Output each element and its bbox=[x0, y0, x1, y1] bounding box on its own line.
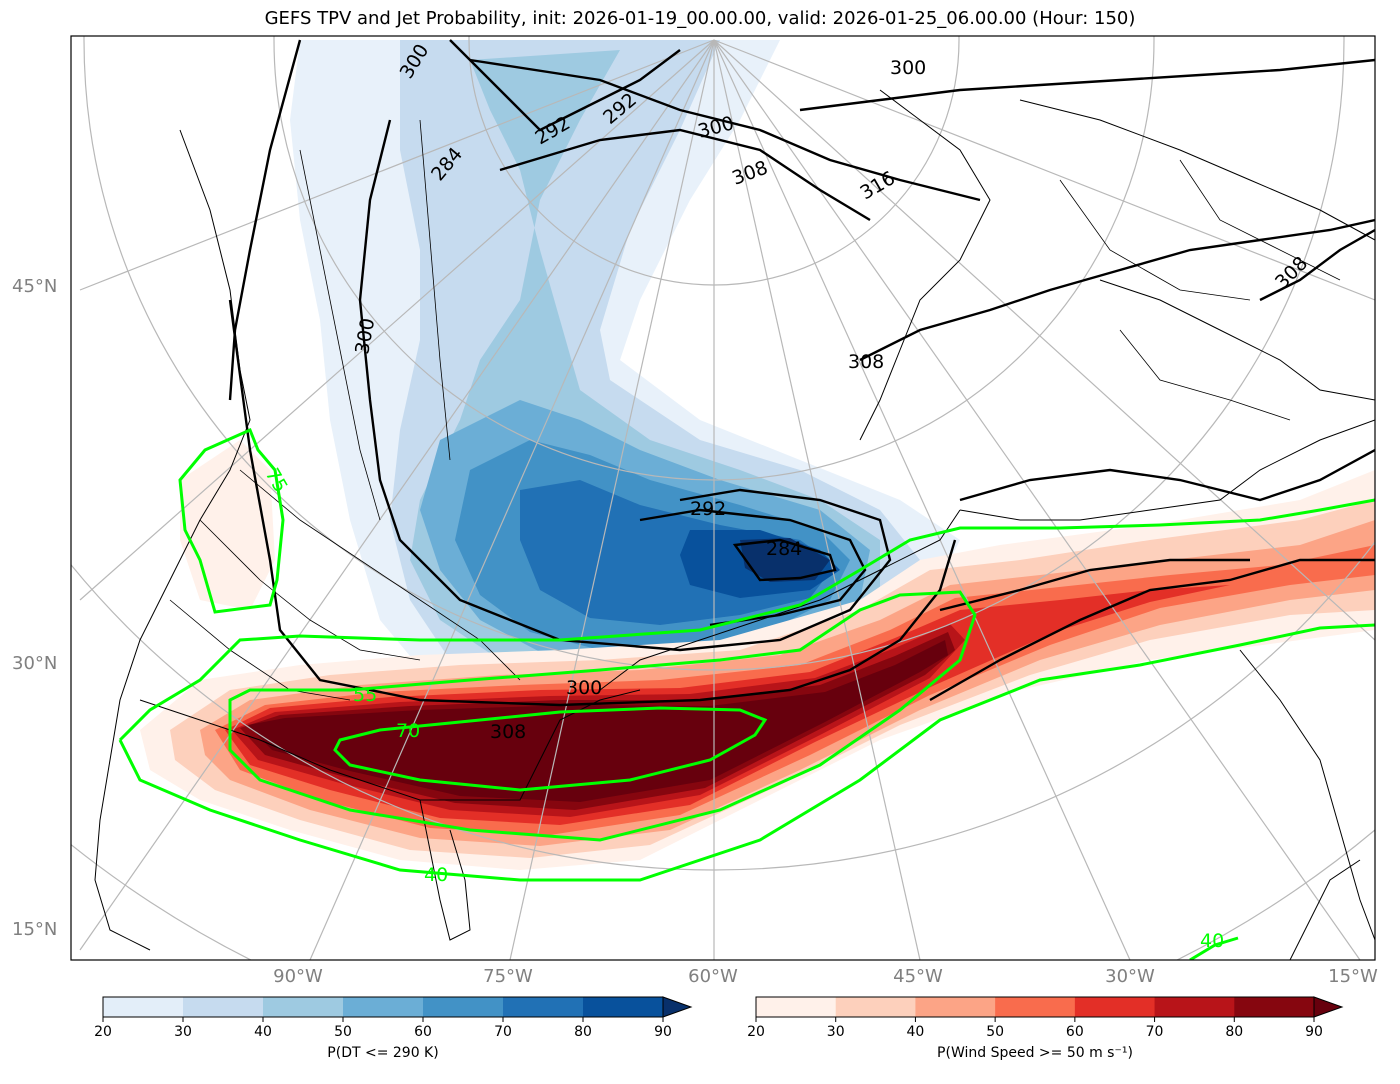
lon-label-30w: 30°W bbox=[1105, 966, 1155, 987]
jet-prob-label: 40 bbox=[424, 864, 448, 886]
colorbar-tick-label: 70 bbox=[1145, 1024, 1164, 1040]
colorbar-segment bbox=[183, 997, 264, 1017]
colorbar-segment bbox=[263, 997, 344, 1017]
colorbar-tick-label: 90 bbox=[654, 1024, 672, 1040]
map-title: GEFS TPV and Jet Probability, init: 2026… bbox=[264, 8, 1136, 29]
jet-probability-field bbox=[140, 470, 1375, 870]
colorbar-segment bbox=[756, 997, 837, 1017]
lon-label-60w: 60°W bbox=[688, 966, 738, 987]
colorbar-tick-label: 20 bbox=[747, 1024, 765, 1040]
colorbar-tick-label: 40 bbox=[906, 1024, 925, 1040]
colorbar-outline bbox=[755, 996, 1315, 1018]
colorbar-outline bbox=[102, 996, 664, 1018]
lon-label-15w: 15°W bbox=[1328, 966, 1378, 987]
theta-label: 308 bbox=[848, 351, 884, 373]
colorbar-segment bbox=[835, 997, 916, 1017]
colorbar-segment bbox=[343, 997, 424, 1017]
colorbar-extend-arrow bbox=[662, 996, 693, 1018]
lat-label-15n: 15°N bbox=[12, 919, 58, 940]
colorbar-tick-label: 40 bbox=[254, 1024, 272, 1040]
colorbar-tick-label: 90 bbox=[1305, 1024, 1323, 1040]
theta-label: 292 bbox=[690, 498, 726, 520]
jet-prob-label: 40 bbox=[1200, 930, 1224, 952]
jet-prob-contours bbox=[118, 427, 1375, 960]
jet-probability-west-patch bbox=[180, 440, 275, 610]
theta-label: 284 bbox=[766, 538, 802, 560]
colorbar-tick-label: 30 bbox=[826, 1024, 845, 1040]
colorbar-tick-label: 60 bbox=[1065, 1024, 1084, 1040]
lat-label-45n: 45°N bbox=[12, 276, 58, 297]
colorbar-segment bbox=[915, 997, 996, 1017]
colorbar-jet bbox=[755, 996, 1344, 1022]
colorbar-tick-label: 20 bbox=[94, 1024, 112, 1040]
colorbar-title: P(Wind Speed >= 50 m s⁻¹) bbox=[937, 1045, 1133, 1061]
colorbar-tick-label: 70 bbox=[494, 1024, 512, 1040]
colorbar-segment bbox=[583, 997, 664, 1017]
colorbar-segment bbox=[1234, 997, 1315, 1017]
colorbar-segment bbox=[995, 997, 1076, 1017]
lon-label-75w: 75°W bbox=[483, 966, 533, 987]
colorbar-segment bbox=[103, 997, 184, 1017]
jet-prob-label: 70 bbox=[396, 720, 420, 742]
colorbar-tick-label: 80 bbox=[1225, 1024, 1244, 1040]
lon-label-90w: 90°W bbox=[273, 966, 323, 987]
colorbar-segment bbox=[1154, 997, 1235, 1017]
colorbar-title: P(DT <= 290 K) bbox=[327, 1045, 439, 1061]
theta-contours bbox=[228, 39, 1375, 707]
colorbar-tick-label: 60 bbox=[414, 1024, 432, 1040]
map-frame bbox=[70, 35, 1376, 961]
colorbar-segment bbox=[423, 997, 504, 1017]
theta-label: 308 bbox=[490, 721, 526, 743]
colorbar-tpv bbox=[102, 996, 693, 1022]
colorbar-segment bbox=[503, 997, 584, 1017]
colorbar-segment bbox=[1074, 997, 1156, 1017]
colorbar-tick-label: 30 bbox=[174, 1024, 192, 1040]
colorbar-extend-arrow bbox=[1313, 996, 1344, 1018]
theta-label: 300 bbox=[566, 677, 602, 699]
colorbar-tick-label: 80 bbox=[574, 1024, 592, 1040]
lon-label-45w: 45°W bbox=[893, 966, 943, 987]
jet-prob-label: 55 bbox=[353, 684, 377, 706]
colorbar-tick-label: 50 bbox=[334, 1024, 352, 1040]
colorbar-tick-label: 50 bbox=[986, 1024, 1005, 1040]
lat-label-30n: 30°N bbox=[12, 653, 58, 674]
theta-label: 300 bbox=[890, 57, 926, 79]
political-borders bbox=[169, 119, 1341, 701]
